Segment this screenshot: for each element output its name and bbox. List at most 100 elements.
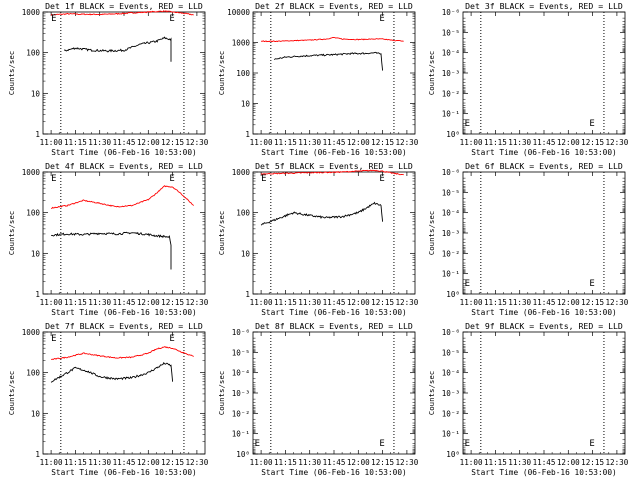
y-tick-label: 1: [35, 290, 40, 299]
x-tick-label: 11:00: [40, 458, 63, 467]
y-tick-label: 100: [236, 209, 250, 218]
y-axis-label: Counts/sec: [7, 211, 16, 256]
x-tick-label: 12:00: [557, 298, 580, 307]
y-tick-label: 1000: [232, 168, 251, 177]
x-tick-label: 11:45: [323, 458, 346, 467]
y-tick-label: 10⁻¹: [442, 110, 460, 119]
detector-panel-8: Det 8f BLACK = Events, RED = LLD 11:00 11:…: [217, 321, 419, 477]
e-marker: E: [465, 439, 470, 449]
x-tick-label: 11:15: [274, 298, 297, 307]
x-tick-label: 11:45: [323, 138, 346, 147]
x-tick-label: 11:15: [484, 458, 507, 467]
y-tick-label: 10⁻¹: [442, 270, 460, 279]
panel-title: Det 8f BLACK = Events, RED = LLD: [255, 321, 413, 331]
panel-title: Det 6f BLACK = Events, RED = LLD: [465, 161, 623, 171]
y-tick-label: 10⁻⁴: [232, 369, 250, 378]
x-tick-label: 12:00: [137, 298, 160, 307]
x-tick-label: 11:45: [113, 298, 136, 307]
lld-trace: [260, 37, 404, 43]
plot-frame: [252, 171, 416, 295]
panel-title: Det 5f BLACK = Events, RED = LLD: [255, 161, 413, 171]
e-marker: E: [465, 119, 470, 129]
x-axis-label: Start Time (06-Feb-16 10:53:00): [51, 468, 197, 477]
x-tick-label: 11:15: [484, 298, 507, 307]
y-tick-label: 10⁻⁶: [442, 8, 460, 17]
y-tick-label: 10⁻³: [442, 389, 460, 398]
x-tick-label: 12:15: [581, 458, 604, 467]
x-tick-label: 12:00: [137, 458, 160, 467]
y-tick-label: 10⁰: [236, 450, 250, 459]
e-marker: E: [169, 174, 174, 184]
y-tick-label: 10⁻⁶: [232, 328, 250, 337]
y-tick-label: 1: [35, 450, 40, 459]
y-axis-label: Counts/sec: [7, 51, 16, 96]
x-tick-label: 11:00: [250, 298, 273, 307]
y-tick-label: 10⁻¹: [442, 430, 460, 439]
lld-trace: [50, 10, 194, 16]
x-tick-label: 12:00: [347, 298, 370, 307]
y-tick-label: 100: [26, 209, 40, 218]
e-marker: E: [51, 334, 56, 344]
x-axis-label: Start Time (06-Feb-16 10:53:00): [471, 308, 617, 317]
x-tick-label: 11:45: [533, 458, 556, 467]
x-tick-label: 12:30: [605, 138, 628, 147]
x-tick-label: 12:15: [581, 298, 604, 307]
e-marker: E: [465, 279, 470, 289]
x-tick-label: 11:30: [508, 458, 531, 467]
x-tick-label: 12:30: [605, 458, 628, 467]
x-tick-label: 12:15: [371, 298, 394, 307]
x-axis-label: Start Time (06-Feb-16 10:53:00): [261, 308, 407, 317]
y-tick-label: 100: [236, 69, 250, 78]
e-marker: E: [261, 174, 266, 184]
e-marker: E: [379, 14, 384, 24]
x-tick-label: 12:30: [395, 458, 418, 467]
x-tick-label: 12:15: [161, 138, 184, 147]
e-marker: E: [255, 439, 260, 449]
x-tick-label: 11:30: [508, 138, 531, 147]
x-tick-label: 11:45: [113, 138, 136, 147]
y-tick-label: 10⁻¹: [232, 430, 250, 439]
y-tick-label: 10⁻⁵: [442, 348, 460, 357]
x-tick-label: 12:15: [371, 138, 394, 147]
y-tick-label: 1: [245, 290, 250, 299]
y-tick-label: 10⁻⁴: [442, 49, 460, 58]
y-tick-label: 10: [31, 249, 41, 258]
plot-frame: [462, 331, 626, 455]
e-marker: E: [589, 279, 594, 289]
x-tick-label: 11:45: [533, 138, 556, 147]
lld-trace: [260, 169, 404, 176]
y-tick-label: 100: [26, 49, 40, 58]
x-tick-label: 11:00: [250, 458, 273, 467]
x-axis-label: Start Time (06-Feb-16 10:53:00): [261, 148, 407, 157]
y-axis-label: Counts/sec: [217, 51, 226, 96]
e-marker: E: [51, 14, 56, 24]
x-tick-label: 11:00: [250, 138, 273, 147]
y-tick-label: 10⁻⁵: [232, 348, 250, 357]
x-tick-label: 11:15: [64, 138, 87, 147]
plot-frame: [462, 171, 626, 295]
x-tick-label: 11:00: [460, 458, 483, 467]
e-marker: E: [169, 14, 174, 24]
y-tick-label: 1000: [232, 39, 251, 48]
x-tick-label: 12:15: [371, 458, 394, 467]
y-axis-label: Counts/sec: [427, 371, 436, 416]
x-axis-label: Start Time (06-Feb-16 10:53:00): [261, 468, 407, 477]
y-tick-label: 10: [241, 249, 251, 258]
x-tick-label: 11:45: [533, 298, 556, 307]
plot-frame: [252, 331, 416, 455]
y-tick-label: 10: [241, 100, 251, 109]
panel-title: Det 4f BLACK = Events, RED = LLD: [45, 161, 203, 171]
y-tick-label: 1000: [22, 328, 41, 337]
y-tick-label: 10⁻³: [442, 69, 460, 78]
x-tick-label: 11:00: [460, 138, 483, 147]
x-axis-label: Start Time (06-Feb-16 10:53:00): [471, 148, 617, 157]
y-tick-label: 10⁻²: [232, 409, 250, 418]
x-tick-label: 11:30: [88, 458, 111, 467]
x-tick-label: 12:00: [557, 138, 580, 147]
x-tick-label: 11:30: [88, 298, 111, 307]
